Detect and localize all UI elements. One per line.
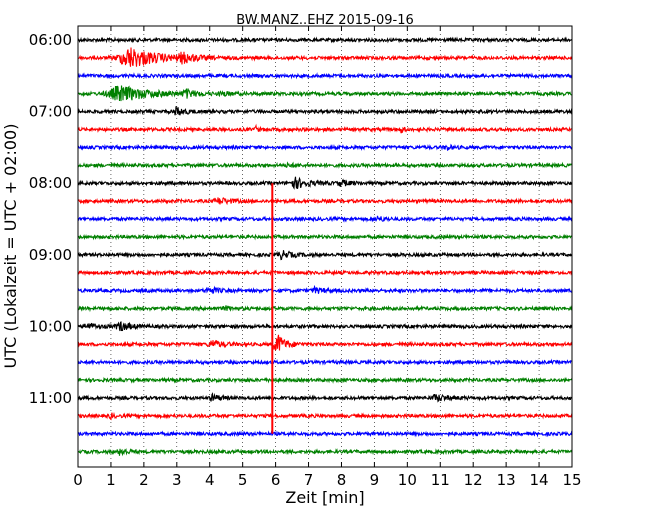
seismic-trace — [77, 304, 573, 313]
y-tick-label: 10:00 — [29, 317, 72, 335]
seismic-trace — [77, 215, 573, 223]
y-tick-label: 08:00 — [29, 174, 72, 192]
seismic-trace — [77, 284, 573, 295]
y-tick-label: 06:00 — [29, 31, 72, 49]
seismic-trace — [77, 376, 573, 384]
seismic-trace — [77, 358, 573, 366]
seismic-trace — [77, 176, 573, 190]
x-tick-label: 7 — [304, 471, 314, 489]
chart-title: BW.MANZ..EHZ 2015-09-16 — [236, 13, 414, 28]
seismic-trace — [77, 143, 573, 152]
x-tick-label: 1 — [106, 471, 116, 489]
seismic-trace — [77, 123, 573, 134]
x-tick-label: 11 — [431, 471, 450, 489]
x-axis-label: Zeit [min] — [285, 488, 364, 507]
y-tick-label: 11:00 — [29, 389, 72, 407]
seismic-trace — [77, 269, 573, 277]
seismic-trace — [77, 233, 573, 241]
seismic-trace — [77, 392, 573, 403]
x-tick-label: 8 — [337, 471, 347, 489]
x-tick-label: 0 — [73, 471, 83, 489]
x-tick-label: 10 — [398, 471, 417, 489]
x-tick-label: 6 — [271, 471, 281, 489]
seismic-trace — [77, 72, 573, 80]
seismic-trace — [77, 85, 573, 102]
x-tick-label: 14 — [530, 471, 549, 489]
seismic-trace — [77, 106, 573, 116]
seismic-trace — [77, 321, 573, 332]
y-tick-label: 09:00 — [29, 246, 72, 264]
seismic-trace — [77, 197, 573, 206]
x-tick-label: 4 — [205, 471, 215, 489]
x-tick-label: 2 — [139, 471, 149, 489]
y-axis-label: UTC (Lokalzeit = UTC + 02:00) — [1, 124, 20, 369]
y-tick-label: 07:00 — [29, 103, 72, 121]
x-tick-label: 12 — [464, 471, 483, 489]
seismic-trace — [77, 447, 573, 457]
trace-layer — [77, 36, 573, 457]
x-tick-label: 15 — [562, 471, 581, 489]
plot-frame — [77, 25, 573, 468]
x-tick-label: 3 — [172, 471, 182, 489]
seismic-trace — [77, 161, 573, 170]
seismic-trace — [77, 47, 573, 67]
grid-layer — [110, 26, 540, 467]
x-tick-label: 9 — [370, 471, 380, 489]
x-tick-label: 5 — [238, 471, 248, 489]
seismic-trace — [77, 411, 573, 421]
seismic-trace — [77, 36, 573, 44]
axis-layer: 0 1 2 3 4 5 6 7 8 9 10 11 12 13 14 1506:0007:0008:0009:… — [29, 26, 582, 489]
x-tick-label: 13 — [497, 471, 516, 489]
seismic-trace — [77, 430, 573, 438]
seismic-trace — [77, 250, 573, 261]
seismic-trace — [77, 334, 573, 351]
